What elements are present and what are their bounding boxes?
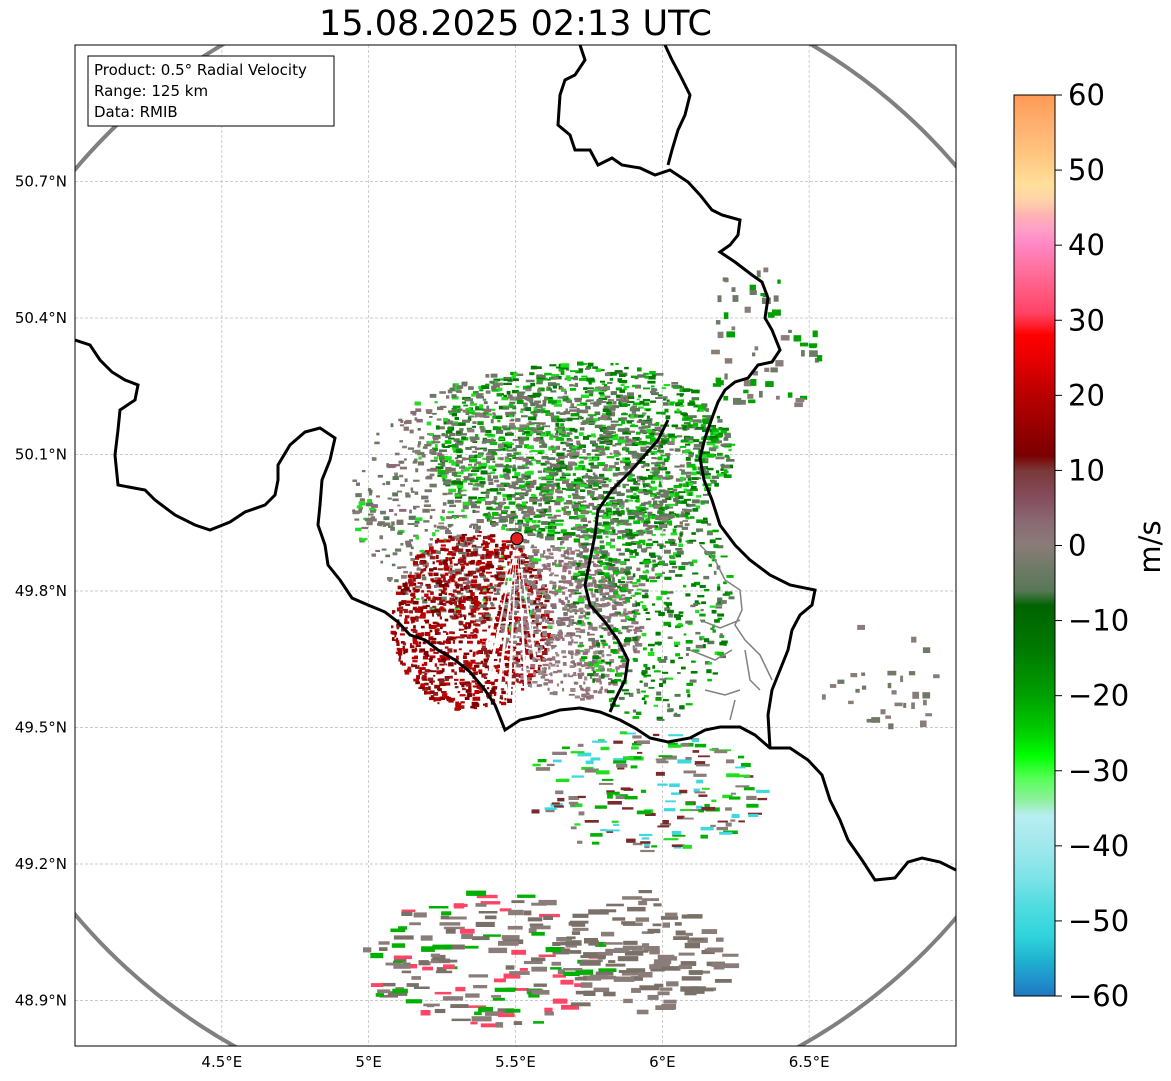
colorbar-gradient bbox=[1013, 94, 1056, 997]
colorbar-tick-label: −20 bbox=[1068, 679, 1129, 713]
colorbar-tick-label: −50 bbox=[1068, 904, 1129, 938]
info-box: Product: 0.5° Radial Velocity Range: 125… bbox=[87, 55, 335, 127]
y-tick-label: 50.4°N bbox=[15, 309, 67, 327]
colorbar-tick-label: 20 bbox=[1068, 378, 1105, 412]
plot-frame bbox=[74, 44, 957, 1047]
radar-echo-field bbox=[352, 267, 940, 1028]
y-tick-label: 49.5°N bbox=[15, 719, 67, 737]
x-tick-label: 4.5°E bbox=[201, 1053, 242, 1071]
border-be-de-north bbox=[663, 45, 692, 166]
colorbar-tick-label: −30 bbox=[1068, 754, 1129, 788]
border-internal bbox=[689, 544, 773, 721]
colorbar-tick-label: 40 bbox=[1068, 228, 1105, 262]
colorbar-tick-label: 30 bbox=[1068, 303, 1105, 337]
colorbar-tick-labels: 60 50 40 30 20 10 0 −10 −20 −30 −40 −50 −60 bbox=[1055, 78, 1129, 1013]
x-tick-label: 5.5°E bbox=[495, 1053, 536, 1071]
y-axis-tick-labels: 48.9°N 49.2°N 49.5°N 49.8°N 50.1°N 50.4°N 50.7… bbox=[15, 173, 67, 1010]
info-product: Product: 0.5° Radial Velocity bbox=[94, 61, 307, 79]
colorbar-tick-label: −10 bbox=[1068, 604, 1129, 638]
x-axis-tick-labels: 4.5°E 5°E 5.5°E 6°E 6.5°E bbox=[201, 1053, 829, 1071]
x-tick-label: 5°E bbox=[355, 1053, 382, 1071]
y-tick-label: 48.9°N bbox=[15, 992, 67, 1010]
info-range: Range: 125 km bbox=[94, 82, 208, 100]
border-lu bbox=[583, 419, 670, 713]
y-tick-label: 49.8°N bbox=[15, 582, 67, 600]
y-tick-label: 49.2°N bbox=[15, 855, 67, 873]
x-tick-label: 6.5°E bbox=[789, 1053, 830, 1071]
y-tick-label: 50.7°N bbox=[15, 173, 67, 191]
colorbar-tick-label: 0 bbox=[1068, 529, 1086, 563]
map-title: 15.08.2025 02:13 UTC bbox=[319, 4, 712, 44]
colorbar: 60 50 40 30 20 10 0 −10 −20 −30 −40 −50 −60 m/s bbox=[1013, 78, 1167, 1013]
y-tick-label: 50.1°N bbox=[15, 446, 67, 464]
border-be-de bbox=[556, 45, 817, 749]
info-data-source: Data: RMIB bbox=[94, 103, 178, 121]
colorbar-tick-label: 10 bbox=[1068, 453, 1105, 487]
colorbar-tick-label: 60 bbox=[1068, 78, 1105, 112]
country-borders bbox=[75, 45, 956, 882]
colorbar-tick-label: −40 bbox=[1068, 829, 1129, 863]
x-tick-label: 6°E bbox=[649, 1053, 676, 1071]
border-lu-fr bbox=[75, 338, 956, 882]
radar-site-marker bbox=[510, 532, 524, 546]
colorbar-unit-label: m/s bbox=[1133, 520, 1167, 573]
colorbar-tick-label: −60 bbox=[1068, 979, 1129, 1013]
colorbar-tick-label: 50 bbox=[1068, 153, 1105, 187]
